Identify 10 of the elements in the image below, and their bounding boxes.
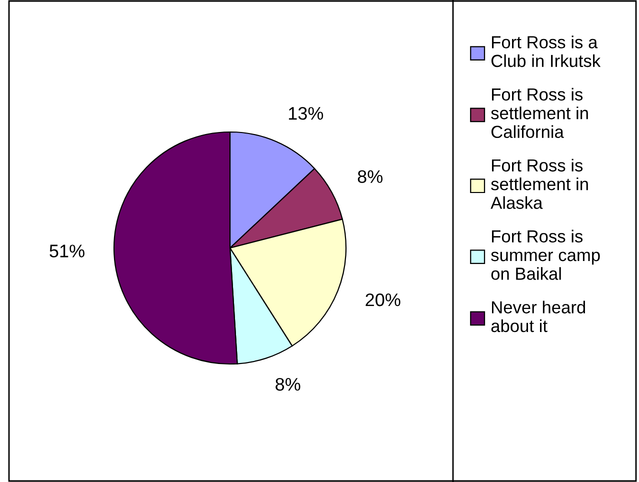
legend-label: Fort Ross is summer camp on Baikal [491,230,600,280]
legend-label: Never heard about it [491,300,586,332]
data-label: 8% [276,378,300,391]
data-label: 51% [50,244,84,258]
legend-label: Fort Ross is settlement in Alaska [490,158,588,209]
data-label: 13% [288,106,324,120]
legend-label: Fort Ross is a Club in Irkutsk [491,36,601,68]
data-label: 20% [366,293,400,306]
legend-label: Fort Ross is settlement in California [491,88,588,138]
data-label: 8% [358,170,383,183]
